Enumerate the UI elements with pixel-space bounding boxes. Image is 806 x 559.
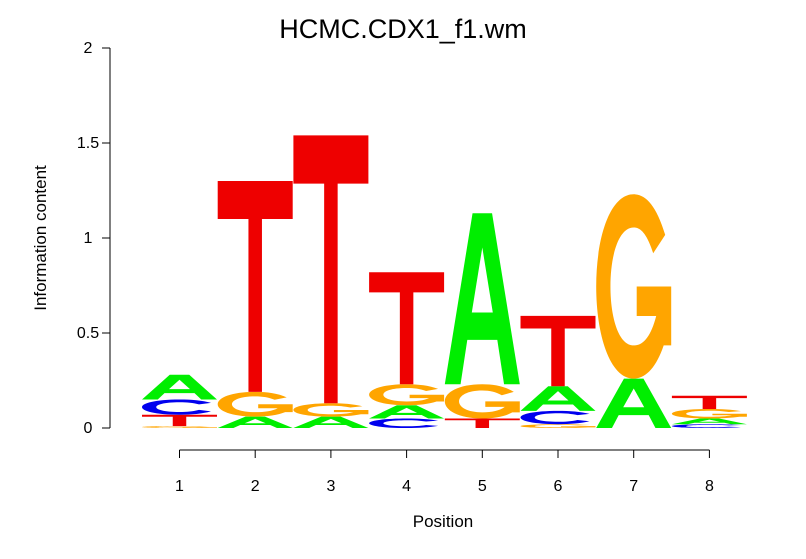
letter-a-pos6: [520, 386, 596, 411]
x-tick-label: 3: [326, 478, 335, 495]
letter-t-pos2: [217, 181, 293, 392]
letter-t-pos4: [369, 272, 445, 385]
letter-g-pos1: [142, 426, 217, 428]
position-stack-5: [444, 213, 520, 428]
letter-a-pos5: [444, 213, 520, 385]
letter-a-pos8: [671, 418, 747, 425]
y-axis-label: Information content: [31, 165, 50, 311]
letter-g-pos3: [293, 403, 369, 417]
position-stack-4: [369, 272, 445, 428]
letter-t-pos8: [671, 395, 747, 409]
position-stack-3: [293, 135, 369, 428]
x-tick-label: 7: [629, 478, 638, 495]
letter-g-pos6: [520, 424, 596, 428]
letter-a-pos2: [217, 416, 293, 428]
position-stack-7: [596, 194, 672, 428]
letter-g-pos4: [369, 384, 445, 406]
position-stack-6: [520, 315, 596, 428]
x-tick-label: 1: [175, 478, 184, 495]
y-tick-label: 0.5: [77, 325, 99, 342]
letter-a-pos4: [369, 405, 445, 419]
y-tick-label: 1: [84, 230, 93, 247]
position-stack-2: [217, 181, 293, 428]
x-axis: 1 2 3 4 5 6 7 8: [175, 449, 714, 495]
x-axis-label: Position: [413, 512, 473, 531]
letter-stacks: [142, 135, 747, 428]
letter-t-pos5: [444, 418, 520, 428]
chart-title: HCMC.CDX1_f1.wm: [279, 14, 527, 44]
x-tick-label: 6: [554, 478, 563, 495]
y-axis: 0 0.5 1 1.5 2: [77, 40, 111, 437]
x-tick-label: 2: [251, 478, 260, 495]
letter-c-pos8: [671, 424, 741, 428]
letter-t-pos3: [293, 135, 369, 404]
letter-g-pos2: [217, 391, 293, 417]
letter-g-pos8: [671, 409, 747, 419]
letter-c-pos1: [142, 399, 211, 415]
letter-c-pos6: [520, 410, 590, 425]
x-tick-label: 8: [705, 478, 714, 495]
letter-a-pos3: [293, 416, 369, 428]
letter-t-pos1: [142, 414, 217, 427]
y-tick-label: 1.5: [77, 135, 99, 152]
y-tick-label: 2: [84, 40, 93, 57]
letter-a-pos1: [142, 374, 217, 400]
letter-g-pos5: [444, 384, 520, 419]
x-tick-label: 4: [402, 478, 411, 495]
position-stack-8: [671, 395, 747, 428]
position-stack-1: [142, 374, 217, 428]
letter-g-pos7: [596, 194, 672, 379]
letter-a-pos7: [596, 378, 672, 428]
letter-c-pos4: [369, 418, 439, 428]
y-tick-label: 0: [84, 420, 93, 437]
x-tick-label: 5: [478, 478, 487, 495]
letter-t-pos6: [520, 315, 596, 387]
